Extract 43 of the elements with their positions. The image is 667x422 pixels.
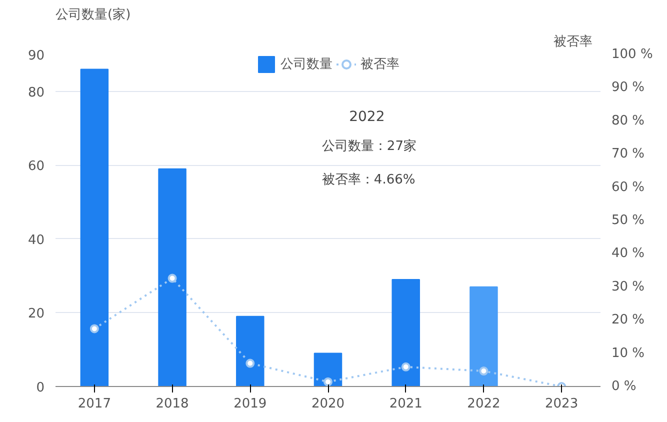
- x-tick-label: 2018: [156, 396, 189, 412]
- legend-label: 被否率: [360, 56, 400, 73]
- y-tick-label: 0: [36, 380, 45, 396]
- annotation: 公司数量：27家: [322, 138, 416, 154]
- y-tick-label: 80: [28, 85, 45, 100]
- point: [401, 362, 410, 372]
- y-tick-label: 20: [28, 306, 45, 322]
- y2-tick-label: 30 %: [612, 279, 645, 294]
- y2-tick-label: 60 %: [612, 180, 645, 195]
- y2-tick-label: 50 %: [612, 213, 645, 228]
- y-tick-label: 90: [28, 48, 45, 64]
- y2-tick-label: 0 %: [612, 379, 636, 394]
- x-tick-label: 2017: [78, 396, 111, 412]
- y2-tick-label: 100 %: [612, 47, 653, 62]
- x-tick-label: 2020: [311, 396, 345, 412]
- bar: [236, 316, 264, 386]
- point: [246, 358, 255, 368]
- y2-tick-label: 80 %: [612, 113, 645, 128]
- y-axis-title: 公司数量(家): [56, 6, 131, 22]
- bar: [314, 352, 342, 386]
- bar: [80, 68, 109, 386]
- y-tick-label: 60: [28, 159, 45, 174]
- y2-tick-label: 40 %: [612, 246, 645, 262]
- point: [168, 274, 177, 283]
- y-tick-label: 40: [28, 232, 45, 248]
- y2-tick-label: 70 %: [612, 146, 645, 162]
- y2-tick-label: 20 %: [612, 312, 645, 328]
- y2-tick-label: 10 %: [612, 346, 645, 361]
- bar: [470, 286, 498, 386]
- point: [90, 324, 99, 334]
- y2-tick-label: 90 %: [612, 80, 645, 96]
- x-tick-label: 2021: [389, 396, 422, 412]
- x-tick-label: 2023: [545, 396, 578, 412]
- point: [324, 377, 332, 386]
- bar: [392, 279, 420, 386]
- point: [479, 366, 488, 376]
- legend-label: 公司数量: [280, 56, 332, 73]
- x-tick-label: 2022: [467, 396, 500, 412]
- annotation: 被否率：4.66%: [322, 171, 416, 188]
- bar: [158, 168, 186, 386]
- y2-axis-title: 被否率: [554, 34, 592, 50]
- x-tick-label: 2019: [234, 396, 267, 412]
- annotation: 2022: [349, 108, 385, 125]
